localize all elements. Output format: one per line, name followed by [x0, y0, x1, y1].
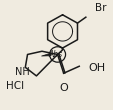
Text: HCl: HCl [6, 81, 24, 91]
Text: NH: NH [14, 67, 29, 77]
Text: O: O [59, 83, 68, 93]
Text: Abs: Abs [48, 50, 62, 59]
Polygon shape [41, 53, 51, 56]
Text: OH: OH [87, 63, 104, 73]
Text: Br: Br [94, 3, 105, 13]
